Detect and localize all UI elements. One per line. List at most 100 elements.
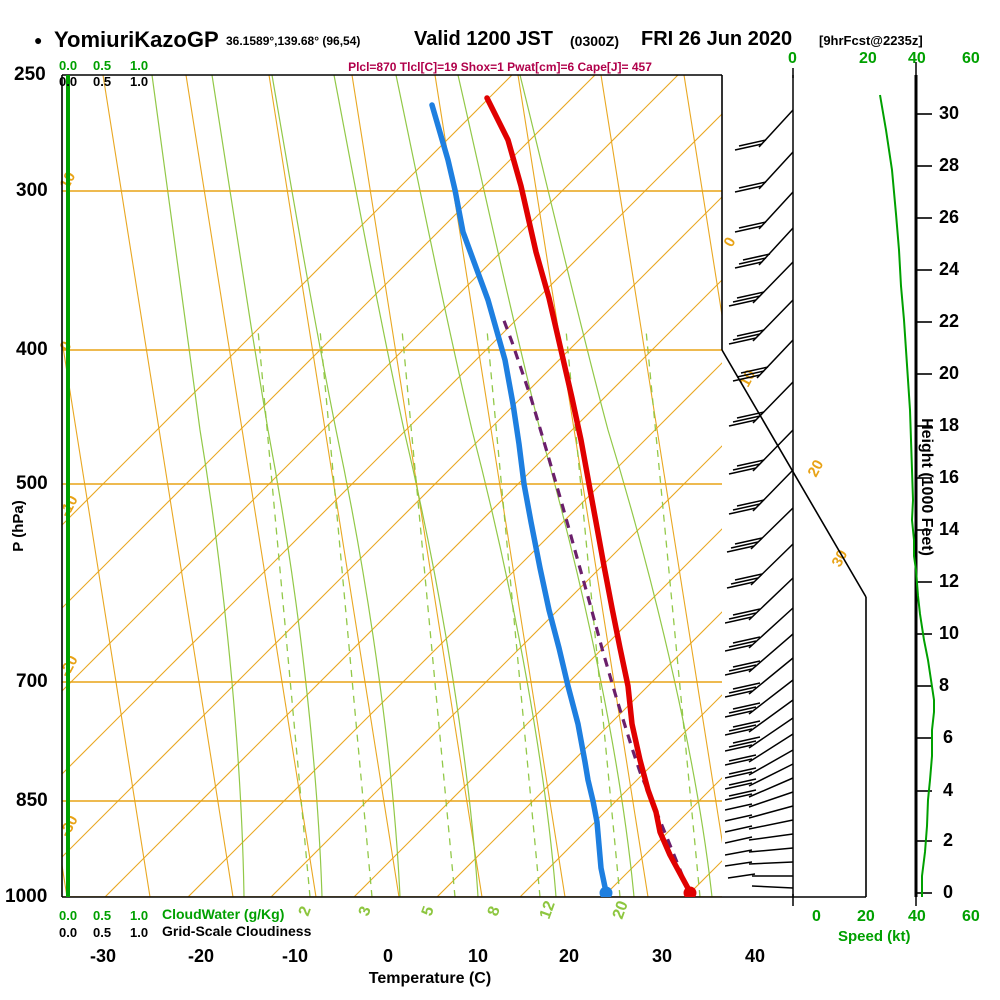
isotherm-rlabel-10: 10 — [737, 367, 760, 390]
wind-barb — [725, 607, 794, 652]
wind-barb — [725, 791, 794, 811]
speed-axis-ticks — [792, 62, 917, 906]
plot-frame — [61, 74, 867, 898]
mixing-ratio-label-8: 8 — [485, 904, 504, 918]
stability-indices-bar: Plcl=870 Tlcl[C]=19 Shox=1 Pwat[cm]=6 Ca… — [0, 58, 1000, 74]
wind-barb — [725, 577, 794, 624]
temperature-tick: 0 — [383, 946, 394, 966]
pressure-tick: 700 — [16, 671, 48, 692]
temperature-axis-title: Temperature (C) — [0, 970, 860, 988]
mixing-ratio-label-2: 2 — [296, 904, 315, 918]
speed-tick-bottom: 0 — [812, 908, 821, 925]
isotherm-label-0: 0 — [57, 339, 76, 354]
height-tick: 24 — [939, 259, 960, 279]
wind-barb — [734, 151, 794, 193]
wind-barbs — [725, 109, 794, 889]
station-marker-icon: ● — [34, 32, 43, 48]
isotherm-rlabel-20: 20 — [805, 457, 828, 480]
mixing-ratio-labels: 2 3 5 8 12 20 — [296, 899, 632, 922]
cloudwater-scale-title: CloudWater (g/Kg) — [162, 906, 285, 922]
wind-barb — [725, 861, 794, 867]
height-tick: 0 — [943, 882, 954, 902]
wind-barb — [725, 633, 794, 676]
mixing-ratio-label-20: 20 — [610, 899, 632, 922]
cloudiness-tick: 0.5 — [93, 925, 112, 940]
cloudwater-tick: 1.0 — [130, 908, 149, 923]
speed-tick-top: 60 — [962, 50, 980, 67]
cloudiness-tick: 0.0 — [59, 925, 78, 940]
height-tick: 16 — [939, 467, 960, 487]
wind-barb — [725, 717, 794, 752]
pressure-tick: 250 — [14, 64, 46, 85]
mixing-ratio-label-3: 3 — [356, 904, 375, 918]
temperature-tick: -20 — [188, 946, 215, 966]
isobar-lines — [62, 190, 722, 897]
wind-barb — [725, 749, 794, 779]
pressure-tick: 1000 — [5, 886, 48, 907]
dewpoint-surface-dot — [599, 886, 613, 897]
mixing-ratio-lines — [257, 329, 701, 897]
wind-barb — [725, 805, 794, 822]
cloudwater-tick: 0.0 — [59, 908, 78, 923]
height-tick-marks — [916, 113, 932, 894]
temperature-tick: 40 — [745, 946, 766, 966]
valid-time-utc: (0300Z) — [570, 33, 620, 49]
figure-header: ● YomiuriKazoGP 36.1589°,139.68° (96,54)… — [0, 0, 1000, 60]
cloudwater-tick: 0.5 — [93, 58, 112, 73]
mixing-ratio-label-12: 12 — [537, 899, 559, 922]
dry-adiabat-lines — [62, 75, 722, 897]
cloudiness-tick: 1.0 — [130, 74, 149, 89]
wind-barb — [725, 847, 794, 856]
wind-barb — [734, 109, 794, 151]
speed-tick-top: 40 — [908, 50, 926, 67]
cloudiness-scale-title: Grid-Scale Cloudiness — [162, 923, 312, 939]
height-tick: 20 — [939, 363, 960, 383]
wind-barb — [725, 763, 794, 790]
pressure-axis-title-text: P (hPa) — [10, 500, 27, 552]
wind-barb — [727, 873, 793, 879]
height-axis-title: Height (1000 Feet) — [917, 397, 935, 577]
wind-barb — [734, 191, 794, 233]
sounding-traces — [429, 95, 697, 897]
wind-barb — [725, 657, 794, 698]
speed-tick-bottom: 20 — [857, 908, 875, 925]
temperature-axis-title-text: Temperature (C) — [368, 970, 492, 987]
height-tick: 18 — [939, 415, 960, 435]
cloudiness-tick: 1.0 — [130, 925, 149, 940]
valid-date: FRI 26 Jun 2020 — [641, 28, 793, 50]
skewt-grid — [62, 75, 722, 897]
speed-axis-title-text: Speed (kt) — [838, 928, 911, 945]
cloudwater-tick: 0.0 — [59, 58, 78, 73]
height-tick: 2 — [943, 830, 954, 850]
temperature-tick: -10 — [282, 946, 309, 966]
dewpoint-trace — [429, 102, 609, 895]
wind-barb — [732, 339, 794, 382]
wind-barb — [725, 679, 794, 718]
wind-barb — [726, 507, 794, 553]
stability-indices-text: Plcl=870 Tlcl[C]=19 Shox=1 Pwat[cm]=6 Ca… — [348, 60, 652, 74]
height-axis-title-text: Height (1000 Feet) — [918, 418, 935, 556]
cloudwater-tick: 0.5 — [93, 908, 112, 923]
wind-barb — [725, 699, 794, 736]
wind-barb — [726, 543, 794, 589]
speed-tick-bottom: 60 — [962, 908, 980, 925]
height-tick: 4 — [943, 780, 954, 800]
wind-barb — [728, 299, 794, 345]
wind-barb — [734, 227, 794, 269]
wind-speed-panel — [879, 75, 935, 897]
mixing-ratio-label-5: 5 — [419, 904, 438, 918]
wind-barb — [751, 885, 794, 889]
height-tick: 10 — [939, 623, 960, 643]
station-name: YomiuriKazoGP — [54, 27, 219, 52]
temperature-tick: 30 — [652, 946, 673, 966]
height-tick: 30 — [939, 103, 960, 123]
temperature-surface-dot — [683, 886, 697, 897]
height-tick: 14 — [939, 519, 960, 539]
speed-tick-top: 20 — [859, 50, 877, 67]
wind-speed-trace — [879, 94, 935, 897]
cloudiness-tick: 0.0 — [59, 74, 78, 89]
pressure-tick: 500 — [16, 473, 48, 494]
speed-tick-bottom: 40 — [908, 908, 926, 925]
